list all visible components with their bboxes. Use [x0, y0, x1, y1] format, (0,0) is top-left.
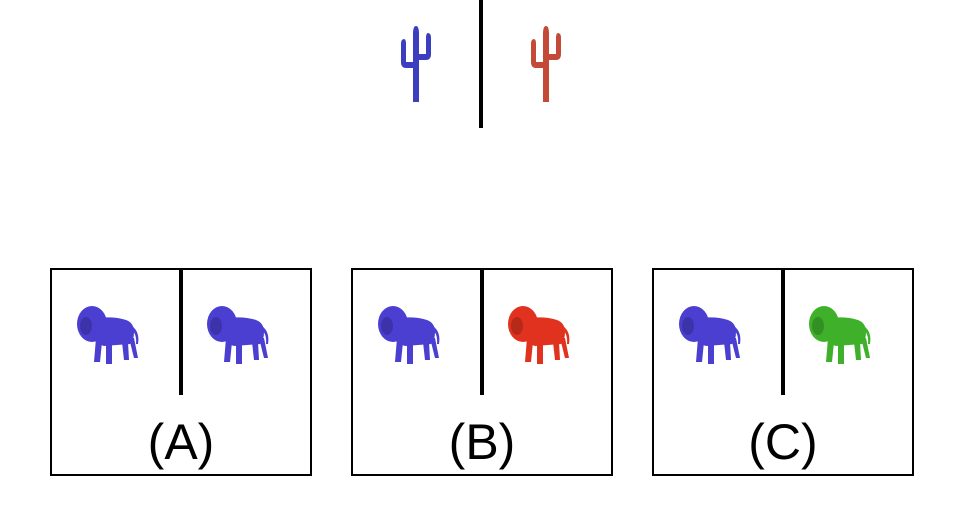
- reference-divider: [479, 0, 483, 128]
- option-c-label: (C): [748, 414, 818, 470]
- option-c-left-lion-icon: [676, 298, 748, 370]
- option-c-divider: [781, 270, 785, 395]
- option-a-divider: [179, 270, 183, 395]
- reference-right-cactus-icon: [526, 22, 566, 106]
- option-a-left-lion-icon: [74, 298, 146, 370]
- option-c-panel[interactable]: (C): [652, 268, 914, 476]
- option-b-left-lion-icon: [375, 298, 447, 370]
- option-c-right-lion-icon: [806, 298, 878, 370]
- option-a-right-lion-icon: [204, 298, 276, 370]
- option-b-label: (B): [448, 414, 516, 470]
- option-a-panel[interactable]: (A): [50, 268, 312, 476]
- option-b-panel[interactable]: (B): [351, 268, 613, 476]
- option-b-divider: [480, 270, 484, 395]
- reference-left-cactus-icon: [396, 22, 436, 106]
- option-a-label: (A): [147, 414, 215, 470]
- cactus-icon: [396, 22, 436, 106]
- option-b-right-lion-icon: [505, 298, 577, 370]
- cactus-icon: [526, 22, 566, 106]
